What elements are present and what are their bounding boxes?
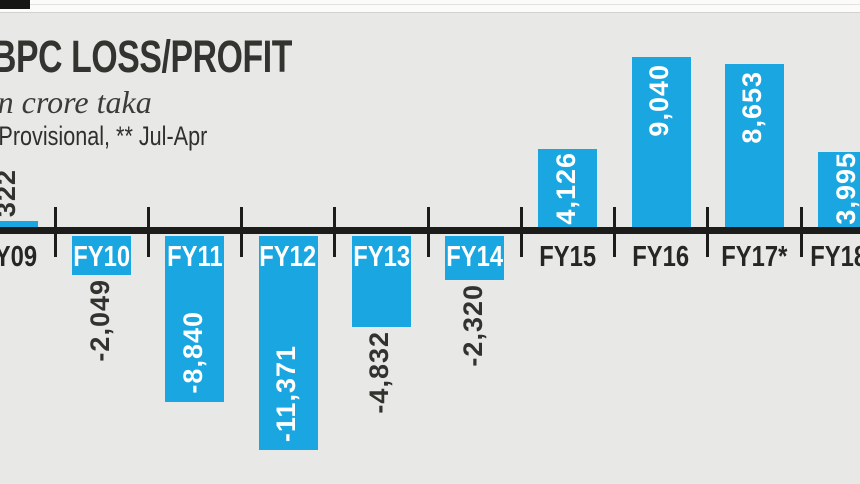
top-left-crop-tab	[0, 0, 30, 9]
bar-fy17	[724, 64, 784, 227]
axis-tick-mark	[53, 207, 57, 257]
category-label-fy10: FY10	[56, 243, 148, 272]
value-label-fy14: -2,320	[457, 284, 488, 367]
bar-fy11	[165, 236, 225, 402]
chart-title: BPC LOSS/PROFIT	[0, 31, 293, 82]
top-hairline	[0, 12, 860, 13]
category-label-fy17: FY17*	[708, 243, 800, 272]
value-label-fy11: -8,840	[177, 311, 208, 394]
axis-tick-mark	[240, 207, 243, 257]
value-label-fy12: -11,371	[271, 344, 302, 442]
category-label-text: FY17*	[721, 241, 788, 273]
bar-fy12	[258, 236, 318, 450]
category-label-text: FY10	[73, 241, 131, 273]
category-label-fy14: FY14	[429, 243, 521, 272]
category-label-fy16: FY16	[615, 243, 707, 272]
axis-tick-mark	[706, 207, 710, 257]
bar-fy09	[0, 221, 38, 227]
value-label-fy15: 4,126	[550, 152, 581, 225]
category-label-text: FY09	[0, 241, 37, 273]
category-label-fy13: FY13	[335, 243, 427, 272]
axis-tick-mark	[333, 207, 337, 257]
value-label-fy13: -4,832	[364, 331, 395, 414]
x-axis-line	[0, 227, 860, 234]
category-label-text: FY12	[259, 241, 317, 273]
bar-fy10	[72, 236, 132, 275]
category-label-text: FY18**	[809, 241, 860, 273]
value-label-fy18: 3,995	[830, 152, 860, 225]
chart-footnote: * Provisional, ** Jul-Apr	[0, 121, 208, 151]
category-label-text: FY11	[167, 241, 223, 273]
axis-tick-mark	[519, 207, 523, 257]
chart-subtitle: In crore taka	[0, 84, 152, 120]
value-label-fy10: -2,049	[84, 279, 115, 362]
category-label-text: FY14	[446, 241, 504, 273]
category-label-fy12: FY12	[242, 243, 334, 272]
value-label-fy17: 8,653	[737, 71, 768, 144]
axis-tick-mark	[426, 207, 430, 257]
axis-tick-mark	[799, 207, 803, 257]
bar-fy13	[351, 236, 411, 327]
category-label-text: FY13	[352, 241, 410, 273]
category-label-fy18: FY18**	[802, 243, 860, 272]
top-white-band	[0, 0, 860, 13]
category-label-text: FY15	[539, 241, 597, 273]
category-label-text: FY16	[632, 241, 690, 273]
category-label-fy15: FY15	[522, 243, 614, 272]
top-hairline	[0, 4, 860, 5]
axis-tick-mark	[146, 207, 150, 257]
bar-fy16	[631, 57, 691, 227]
category-label-fy11: FY11	[149, 243, 241, 272]
category-label-fy09: FY09	[0, 243, 54, 272]
axis-tick-mark	[613, 207, 616, 257]
bar-fy18	[818, 152, 860, 227]
bar-fy15	[538, 149, 598, 227]
value-label-fy09: 322	[0, 168, 22, 217]
value-label-fy16: 9,040	[644, 64, 675, 137]
bar-fy14	[445, 236, 505, 280]
